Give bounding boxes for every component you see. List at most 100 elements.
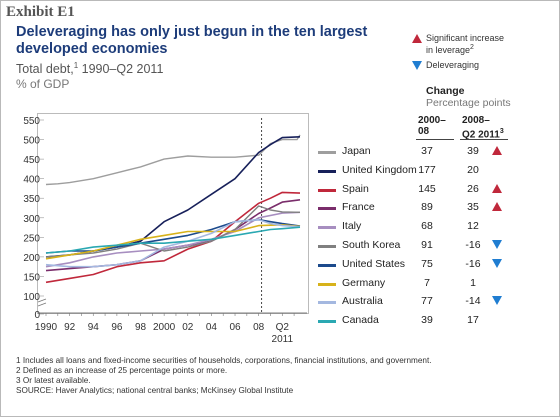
legend-swatch	[318, 263, 336, 267]
exhibit-label: Exhibit E1	[6, 4, 75, 20]
key-sig-footnote-ref: 2	[470, 44, 474, 51]
legend-swatch	[318, 188, 336, 192]
x-tick-label: 2000	[153, 322, 176, 333]
series-line-south-korea	[45, 205, 301, 258]
y-tick-label: 400	[23, 175, 40, 186]
key-sig-line2: in leverage	[426, 45, 471, 55]
legend-country: Canada	[342, 314, 379, 327]
legend-country: United Kingdom	[342, 163, 417, 176]
axis-break-mark	[37, 302, 47, 307]
y-tick-label: 500	[23, 136, 40, 147]
key-sig-line2-wrap: in leverage2	[426, 43, 504, 55]
x-tick-label: 08	[253, 322, 265, 333]
legend-row: South Korea 91 -16	[318, 237, 518, 255]
legend-row: United Kingdom 177 20	[318, 162, 518, 180]
subtitle-footnote-ref: 1	[73, 61, 79, 70]
legend-swatch	[318, 226, 336, 230]
footnote-1: 1 Includes all loans and fixed-income se…	[16, 356, 432, 365]
axis-break-mark	[37, 298, 47, 303]
x-tick-label: 94	[88, 322, 100, 333]
x-tick-label: 1990	[35, 322, 58, 333]
key-significant-increase: Significant increase in leverage2	[412, 33, 505, 55]
legend-swatch	[318, 207, 336, 211]
legend-swatch	[318, 169, 336, 173]
legend-row: Japan 37 39	[318, 143, 518, 161]
x-tick-label: 92	[64, 322, 76, 333]
col-header-2000-08: 2000– 08	[418, 115, 446, 137]
x-tick-label: 96	[111, 322, 123, 333]
legend-swatch	[318, 151, 336, 154]
y-tick-label: 150	[23, 272, 40, 283]
legend-row: United States 75 -16	[318, 256, 518, 274]
series-line-italy	[45, 211, 301, 268]
y-tick-label: 250	[23, 233, 40, 244]
legend-swatch	[318, 245, 336, 248]
legend-row: Canada 39 17	[318, 312, 518, 330]
change-heading: Change	[426, 85, 465, 97]
legend-country: Japan	[342, 145, 371, 157]
key-sig-line1: Significant increase	[426, 33, 505, 43]
col1-line1: 2000–	[418, 115, 446, 126]
change-2008-2011-value: 26	[467, 182, 479, 195]
col1-rule	[416, 139, 454, 140]
legend-country: Australia	[342, 295, 383, 308]
change-2000-08-value: 75	[421, 257, 433, 270]
change-2000-08-value: 68	[421, 220, 433, 233]
y-tick-label: 200	[23, 253, 40, 264]
change-2000-08-value: 177	[418, 163, 436, 176]
legend-row: France 89 35	[318, 199, 518, 217]
plot-area	[37, 113, 309, 314]
series-line-germany	[45, 224, 301, 260]
unit-label: % of GDP	[16, 77, 70, 91]
change-2000-08-value: 37	[421, 145, 433, 157]
series-line-canada	[45, 226, 301, 254]
change-2000-08-value: 77	[421, 295, 433, 308]
legend-country: Germany	[342, 276, 386, 289]
change-2008-2011-value: 1	[470, 276, 476, 289]
y-tick-label: 550	[23, 116, 40, 127]
legend-row: Spain 145 26	[318, 181, 518, 199]
legend-country: South Korea	[342, 239, 401, 251]
y-tick-label: 300	[23, 214, 40, 225]
chart-subtitle: Total debt,1 1990–Q2 2011	[16, 61, 163, 76]
source-note: SOURCE: Haver Analytics; national centra…	[16, 386, 294, 395]
change-2000-08-value: 7	[424, 276, 430, 289]
legend-country: France	[342, 201, 375, 214]
y-tick-label: 350	[23, 194, 40, 205]
change-2000-08-value: 89	[421, 201, 433, 214]
change-2008-2011-value: 35	[467, 201, 479, 214]
change-2008-2011-value: 12	[467, 220, 479, 233]
change-2000-08-value: 39	[421, 314, 433, 327]
change-2000-08-value: 145	[418, 182, 436, 195]
x-tick-label: 02	[182, 322, 194, 333]
y-tick-label: 100	[23, 292, 40, 303]
change-2008-2011-value: -16	[465, 239, 481, 251]
change-2008-2011-value: -14	[465, 295, 481, 308]
x-tick-label: 06	[229, 322, 241, 333]
footnote-2: 2 Defined as an increase of 25 percentag…	[16, 366, 228, 375]
footnote-3: 3 Or latest available.	[16, 376, 91, 385]
legend-row: Australia 77 -14	[318, 293, 518, 311]
down-triangle-icon	[412, 61, 422, 70]
up-triangle-icon	[492, 202, 502, 212]
legend-swatch	[318, 282, 336, 286]
col2-line2: Q2 2011	[462, 129, 500, 141]
x-tick-label: 98	[135, 322, 147, 333]
change-subheading: Percentage points	[426, 97, 511, 109]
x-tick-label: Q2	[276, 322, 290, 333]
col1-line2: 08	[418, 126, 430, 137]
change-2008-2011-value: 39	[467, 145, 479, 157]
change-2008-2011-value: -16	[465, 257, 481, 270]
series-line-japan	[45, 134, 301, 186]
chart-title: Deleveraging has only just begun in the …	[16, 24, 368, 57]
legend-swatch	[318, 301, 336, 305]
legend-country: Italy	[342, 220, 362, 233]
change-2000-08-value: 91	[421, 239, 433, 251]
down-triangle-icon	[492, 258, 502, 268]
col2-footnote-ref: 3	[499, 128, 504, 135]
x-tick-label-year: 2011	[272, 334, 294, 345]
legend-country: United States	[342, 257, 406, 270]
legend-row: Italy 68 12	[318, 218, 518, 236]
